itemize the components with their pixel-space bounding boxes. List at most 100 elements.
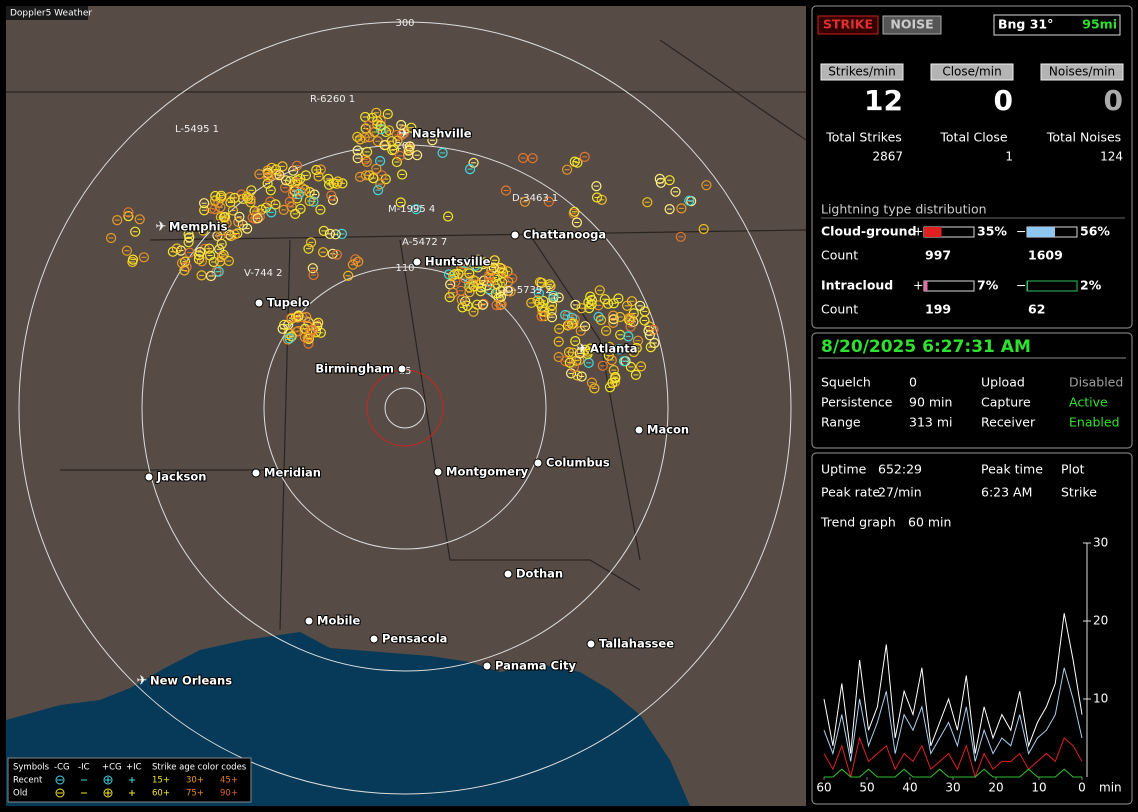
count-value: 1609 [1028, 248, 1063, 263]
strike [355, 171, 366, 182]
strike [352, 145, 363, 156]
total-label: Total Noises [1046, 130, 1121, 145]
stat-value: 60 min [908, 515, 951, 530]
strike [623, 331, 634, 342]
strike [369, 126, 380, 138]
strike [277, 161, 288, 172]
type-name: Intracloud [821, 278, 893, 293]
noise-button[interactable] [882, 15, 942, 35]
strike-symbols [105, 107, 712, 394]
strike [624, 315, 635, 326]
strike [233, 216, 244, 228]
info-value: 0 [909, 375, 917, 390]
side-panel: STRIKE NOISE Bng 31° 95mi Lightning type… [811, 5, 1133, 805]
x-tick-label: 30 [945, 781, 960, 795]
strike [362, 146, 373, 157]
strike [313, 171, 324, 182]
x-unit: min [1099, 781, 1122, 795]
info-label: Upload [981, 375, 1025, 390]
strike [670, 186, 681, 197]
city-name: Memphis [169, 220, 228, 234]
strike [608, 310, 619, 321]
strike [579, 151, 590, 162]
stat-label: Peak time [981, 462, 1043, 477]
strike [642, 197, 653, 208]
strike [625, 361, 637, 372]
strike [215, 202, 226, 213]
strike [360, 170, 371, 181]
strike [308, 269, 319, 281]
airport-icon: ✈ [137, 674, 148, 689]
strike [465, 164, 476, 175]
panel-frame [811, 452, 1133, 805]
sign: − [1016, 224, 1026, 239]
strike [604, 341, 615, 352]
strike [308, 196, 319, 207]
stat-label: Peak rate [821, 485, 880, 500]
trend-line [824, 768, 1082, 778]
strike [234, 211, 245, 222]
strike [242, 223, 253, 234]
legend-age: 60+ [152, 789, 170, 799]
city-dot [254, 298, 264, 308]
stat-value: 27/min [878, 485, 922, 500]
strike [326, 190, 337, 201]
strike [293, 188, 304, 200]
legend-symbol [55, 788, 65, 798]
strike [532, 295, 543, 306]
rate-label: Strikes/min [828, 65, 895, 79]
strike [448, 270, 459, 281]
strike [112, 215, 123, 226]
strike [380, 126, 392, 138]
strike [648, 324, 659, 335]
info-value: Disabled [1069, 375, 1123, 390]
percent-bar [924, 227, 942, 237]
strike [634, 300, 646, 311]
rate-header [1040, 63, 1124, 81]
strike [613, 293, 624, 304]
strike [595, 314, 607, 326]
strike-button[interactable] [817, 15, 879, 35]
strike [184, 247, 195, 258]
strike [457, 302, 468, 313]
strike [664, 204, 675, 215]
strike [105, 232, 117, 244]
strike [280, 175, 291, 186]
strike [460, 257, 471, 268]
strike [644, 330, 655, 341]
legend-title: Strike age color codes [152, 763, 247, 773]
strike [534, 277, 546, 288]
strike [485, 277, 496, 288]
y-tick-label: 30 [1093, 536, 1108, 550]
strike [475, 286, 486, 297]
strike [227, 205, 238, 216]
strike [328, 178, 339, 189]
strike [675, 231, 686, 242]
strike [491, 300, 502, 311]
strike [299, 323, 311, 334]
strike [311, 164, 322, 176]
info-label: Persistence [821, 395, 893, 410]
strike [468, 306, 479, 317]
strike [500, 185, 512, 196]
total-label: Total Close [939, 130, 1008, 145]
strike [138, 252, 149, 263]
percent-bar [924, 281, 928, 291]
strike [602, 298, 614, 309]
city-name: Dothan [516, 567, 563, 581]
strike [484, 270, 495, 281]
strike [594, 285, 605, 296]
stat-label: Trend graph [820, 515, 896, 530]
rate-value: 0 [994, 84, 1013, 117]
strike [495, 291, 506, 302]
strike [546, 312, 558, 323]
strike [444, 292, 455, 303]
legend-symbol [103, 788, 113, 798]
total-value: 2867 [872, 150, 903, 164]
strike [519, 196, 531, 207]
strike [553, 292, 564, 303]
strike [360, 111, 371, 123]
strike [266, 162, 277, 173]
city-name: Jackson [156, 470, 206, 484]
strike [649, 337, 660, 349]
